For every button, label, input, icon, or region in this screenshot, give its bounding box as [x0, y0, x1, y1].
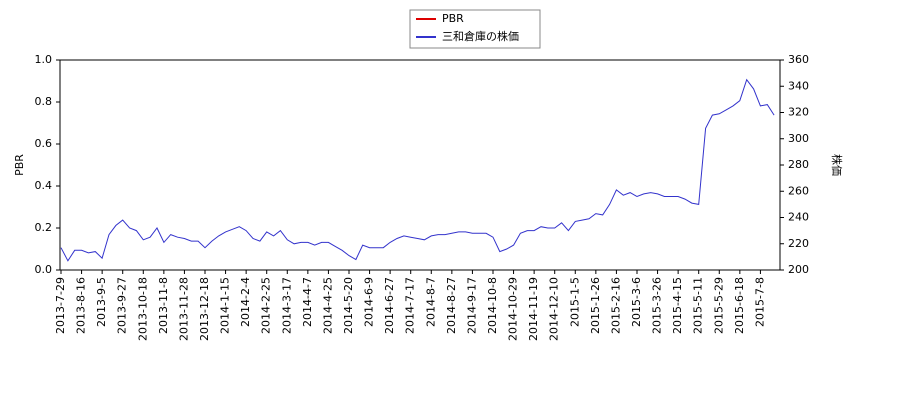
- x-tick-label: 2014-8-7: [424, 277, 437, 327]
- x-tick-label: 2014-1-15: [219, 277, 232, 334]
- x-tick-label: 2015-4-15: [671, 277, 684, 334]
- y2-tick-label: 340: [788, 79, 809, 92]
- x-tick-label: 2015-5-11: [692, 277, 705, 334]
- x-tick-label: 2013-11-8: [157, 277, 170, 334]
- x-tick-label: 2013-12-18: [198, 277, 211, 341]
- x-tick-label: 2014-9-17: [465, 277, 478, 334]
- y2-tick-label: 280: [788, 158, 809, 171]
- x-tick-label: 2014-6-9: [363, 277, 376, 327]
- y2-tick-label: 240: [788, 211, 809, 224]
- x-tick-label: 2015-7-8: [753, 277, 766, 327]
- y-tick-label: 0.8: [35, 95, 53, 108]
- x-tick-label: 2014-10-8: [486, 277, 499, 334]
- x-tick-label: 2015-2-16: [609, 277, 622, 334]
- y-tick-label: 0.2: [35, 221, 53, 234]
- x-tick-label: 2014-10-29: [507, 277, 520, 341]
- y2-tick-label: 300: [788, 132, 809, 145]
- x-tick-label: 2014-4-25: [321, 277, 334, 334]
- y2-tick-label: 320: [788, 106, 809, 119]
- x-tick-label: 2015-6-18: [733, 277, 746, 334]
- x-tick-label: 2015-3-26: [651, 277, 664, 334]
- price-line: [60, 78, 775, 262]
- x-tick-label: 2013-9-5: [95, 277, 108, 327]
- y-tick-label: 0.6: [35, 137, 53, 150]
- x-tick-label: 2014-4-7: [301, 277, 314, 327]
- x-tick-label: 2014-2-25: [260, 277, 273, 334]
- y2-tick-label: 200: [788, 263, 809, 276]
- x-tick-label: 2014-6-27: [383, 277, 396, 334]
- legend-label: PBR: [442, 12, 464, 25]
- y-tick-label: 0.0: [35, 263, 53, 276]
- y2-tick-label: 220: [788, 237, 809, 250]
- x-tick-label: 2013-11-28: [177, 277, 190, 341]
- x-tick-label: 2015-5-29: [712, 277, 725, 334]
- y2-tick-label: 360: [788, 53, 809, 66]
- x-tick-label: 2015-1-5: [568, 277, 581, 327]
- x-tick-label: 2014-8-27: [445, 277, 458, 334]
- legend-label: 三和倉庫の株価: [442, 29, 519, 43]
- x-tick-label: 2013-9-27: [116, 277, 129, 334]
- x-tick-label: 2014-2-4: [239, 277, 252, 327]
- x-tick-label: 2014-12-10: [548, 277, 561, 341]
- y2-axis-label: 株価: [830, 154, 844, 176]
- y-tick-label: 0.4: [35, 179, 53, 192]
- x-tick-label: 2014-3-17: [280, 277, 293, 334]
- y-tick-label: 1.0: [35, 53, 53, 66]
- x-tick-label: 2014-7-17: [404, 277, 417, 334]
- x-tick-label: 2013-7-29: [54, 277, 67, 334]
- y2-tick-label: 260: [788, 184, 809, 197]
- x-tick-label: 2013-10-18: [136, 277, 149, 341]
- x-tick-label: 2015-1-26: [589, 277, 602, 334]
- y-axis-label: PBR: [13, 154, 26, 176]
- x-tick-label: 2014-11-19: [527, 277, 540, 341]
- legend-box: [409, 9, 541, 49]
- x-tick-label: 2013-8-16: [75, 277, 88, 334]
- x-tick-label: 2014-5-20: [342, 277, 355, 334]
- x-tick-label: 2015-3-6: [630, 277, 643, 327]
